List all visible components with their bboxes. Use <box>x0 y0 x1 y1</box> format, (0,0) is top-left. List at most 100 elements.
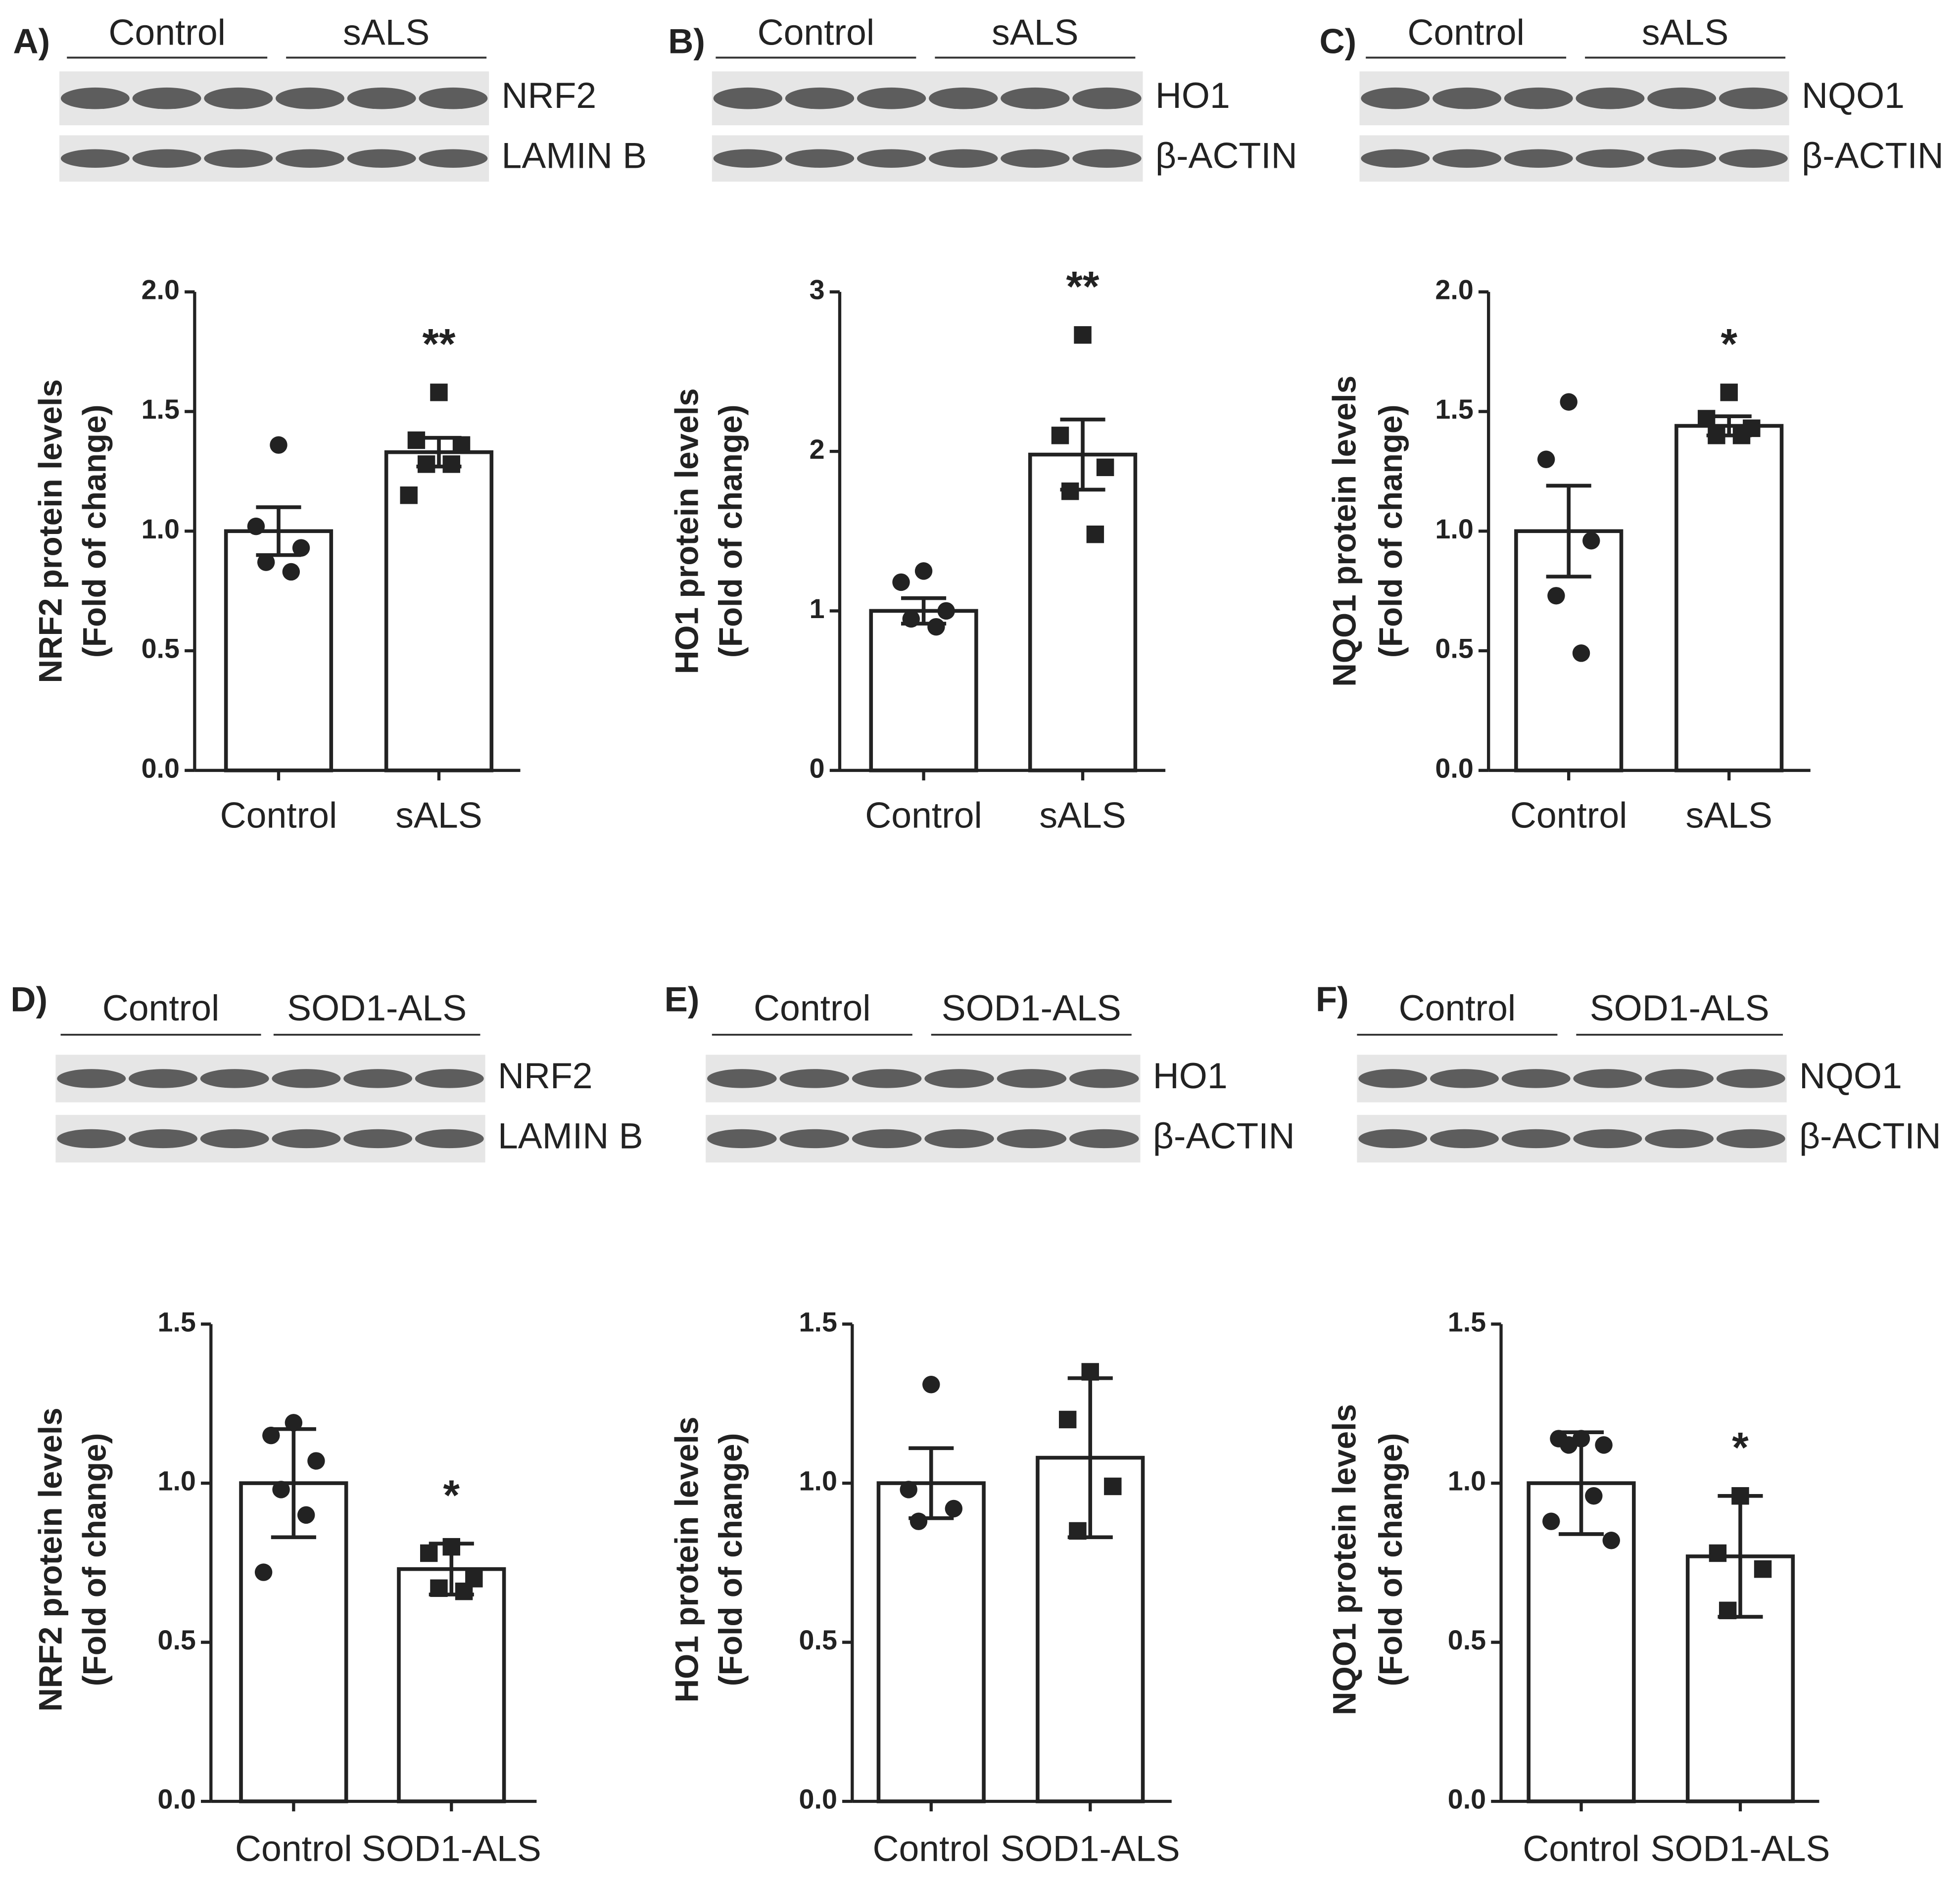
blot-image <box>1359 135 1789 182</box>
blot-image <box>706 1055 1141 1103</box>
blot-label: LAMIN B <box>502 136 647 176</box>
blot-band <box>204 149 273 168</box>
data-point <box>1697 410 1716 428</box>
significance: ** <box>422 320 455 368</box>
data-point <box>1061 482 1079 500</box>
blot-band <box>1358 1069 1428 1088</box>
data-point <box>420 1544 438 1562</box>
blot-group-label: sALS <box>1642 12 1728 52</box>
blot-band <box>1001 149 1070 168</box>
blot-group-label: Control <box>1407 12 1525 52</box>
data-point <box>257 553 275 571</box>
blot-group-label: SOD1-ALS <box>942 988 1121 1028</box>
x-tick-label: Control <box>235 1829 352 1869</box>
blot-band <box>415 1069 484 1088</box>
y-tick-label: 0.5 <box>1435 633 1473 664</box>
y-tick-label: 0.5 <box>142 633 180 664</box>
blot-band <box>1573 1129 1642 1149</box>
data-point <box>1096 458 1114 477</box>
data-point <box>1537 450 1555 468</box>
data-point <box>1086 525 1104 543</box>
blot-band <box>343 1129 413 1149</box>
data-point <box>1732 427 1751 444</box>
blot-band <box>997 1069 1067 1088</box>
blot-label: NRF2 <box>502 75 597 116</box>
data-point <box>282 563 300 581</box>
data-point <box>1754 1560 1772 1578</box>
blot-band <box>1433 149 1501 168</box>
panel-label: F) <box>1316 980 1349 1019</box>
data-point <box>1104 1477 1122 1496</box>
blot-group-label: Control <box>758 12 875 52</box>
y-axis-label: NQO1 protein levels <box>1326 376 1363 687</box>
y-tick-label: 0.0 <box>1435 753 1473 783</box>
blot-band <box>785 87 855 109</box>
data-point <box>1720 384 1738 401</box>
data-point <box>430 1579 448 1597</box>
y-tick-label: 0.5 <box>1448 1625 1486 1655</box>
blot-label: β-ACTIN <box>1153 1115 1295 1156</box>
data-point <box>407 431 426 449</box>
blot-band <box>1504 87 1573 109</box>
y-tick-label: 1.5 <box>799 1306 837 1337</box>
data-point <box>922 1376 940 1394</box>
blot-group-label: sALS <box>992 12 1078 52</box>
blot-band <box>852 1129 922 1149</box>
data-point <box>262 1426 280 1445</box>
panel-label: B) <box>668 22 705 61</box>
blot-band <box>129 1069 197 1088</box>
blot-image <box>55 1114 485 1163</box>
data-point <box>452 436 471 454</box>
blot-band <box>419 149 488 168</box>
blot-band <box>1501 1069 1571 1088</box>
blot-band <box>343 1069 413 1088</box>
data-point <box>945 1499 963 1518</box>
data-point <box>1572 644 1590 662</box>
blot-label: HO1 <box>1153 1056 1228 1096</box>
data-point <box>909 1512 928 1530</box>
y-axis-label: (Fold of change) <box>712 404 749 658</box>
data-point <box>1585 1487 1603 1505</box>
blot-band <box>924 1069 994 1088</box>
blot-band <box>1645 1069 1714 1088</box>
blot-band <box>60 87 130 109</box>
blot-band <box>57 1069 126 1088</box>
blot-image <box>59 71 489 126</box>
y-tick-label: 0 <box>810 753 825 783</box>
data-point <box>307 1452 325 1470</box>
blot-band <box>713 87 783 109</box>
blot-band <box>57 1129 126 1149</box>
blot-band <box>1719 87 1788 109</box>
y-tick-label: 1.5 <box>142 394 180 425</box>
data-point <box>927 618 945 636</box>
data-point <box>292 539 310 557</box>
data-point <box>1731 1487 1749 1505</box>
y-tick-label: 0.0 <box>142 753 180 783</box>
blot-band <box>415 1129 484 1149</box>
x-tick-label: sALS <box>395 795 482 835</box>
x-tick-label: Control <box>872 1829 990 1869</box>
y-axis-label: (Fold of change) <box>76 1433 112 1687</box>
y-axis-label: HO1 protein levels <box>669 388 705 674</box>
blot-band <box>1430 1069 1499 1088</box>
data-point <box>1602 1532 1620 1549</box>
blot-band <box>707 1069 777 1088</box>
y-tick-label: 0.0 <box>1448 1784 1486 1815</box>
blot-group-label: Control <box>102 988 220 1028</box>
blot-band <box>200 1069 269 1088</box>
blot-band <box>347 149 416 168</box>
data-point <box>417 455 435 473</box>
blot-label: HO1 <box>1155 75 1230 116</box>
data-point <box>1542 1512 1560 1530</box>
panel-label: D) <box>10 980 48 1019</box>
y-axis-label: NRF2 protein levels <box>32 379 69 683</box>
y-tick-label: 1.5 <box>1435 394 1473 425</box>
blot-band <box>857 149 926 168</box>
error-bar <box>1546 483 1591 579</box>
bar <box>397 1567 506 1803</box>
data-point <box>455 1582 473 1600</box>
blot-band <box>132 87 201 109</box>
blot-group-label: SOD1-ALS <box>287 988 467 1028</box>
data-point <box>914 562 933 580</box>
significance: ** <box>1066 263 1100 310</box>
